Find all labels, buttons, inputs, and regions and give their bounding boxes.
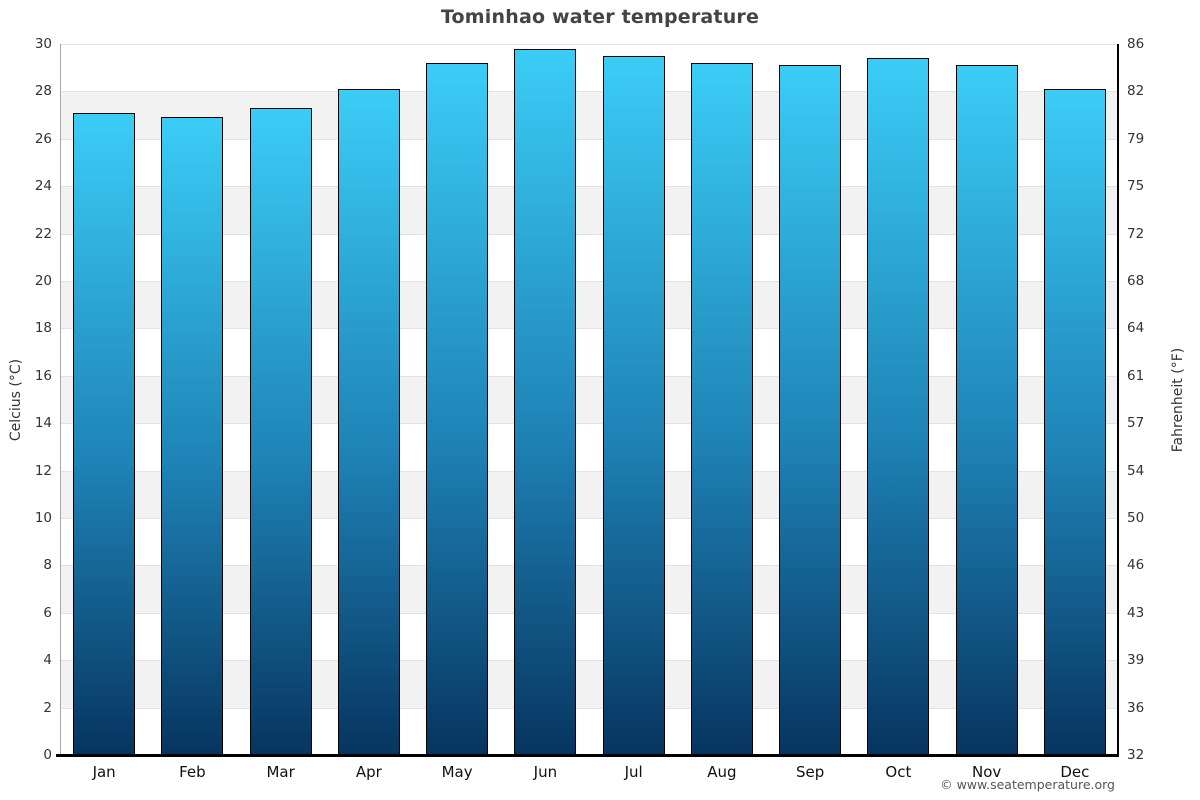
plot-band-gray bbox=[60, 565, 1119, 613]
gridline-2c bbox=[60, 707, 1119, 709]
plot-band-white bbox=[60, 138, 1119, 187]
gridline-22c bbox=[60, 233, 1119, 235]
plot-band-gray bbox=[60, 470, 1119, 518]
plot-area bbox=[60, 44, 1119, 756]
x-tick-month-aug: Aug bbox=[707, 763, 737, 781]
y-tick-celsius-28: 28 bbox=[34, 83, 52, 100]
x-tick-month-mar: Mar bbox=[266, 763, 295, 781]
y-tick-celsius-14: 14 bbox=[34, 415, 52, 432]
bar-jun bbox=[514, 48, 577, 755]
x-tick-month-oct: Oct bbox=[885, 763, 912, 781]
y-tick-fahrenheit-64: 64 bbox=[1127, 320, 1145, 337]
plot-band-white bbox=[60, 44, 1119, 92]
bar-jan bbox=[73, 112, 136, 755]
plot-band-white bbox=[60, 612, 1119, 661]
y-tick-fahrenheit-86: 86 bbox=[1127, 36, 1145, 52]
bar-may bbox=[426, 62, 489, 755]
y-tick-celsius-24: 24 bbox=[34, 178, 52, 195]
plot-band-gray bbox=[60, 660, 1119, 708]
y-tick-celsius-18: 18 bbox=[34, 320, 52, 337]
copyright-text: © www.seatemperature.org bbox=[940, 777, 1115, 792]
y-tick-fahrenheit-32: 32 bbox=[1127, 747, 1145, 763]
bar-mar bbox=[249, 107, 312, 755]
gridline-14c bbox=[60, 423, 1119, 425]
bar-oct bbox=[867, 58, 930, 755]
y-tick-fahrenheit-72: 72 bbox=[1127, 225, 1145, 242]
y-tick-celsius-0: 0 bbox=[43, 747, 52, 763]
bar-feb bbox=[161, 117, 224, 755]
y-tick-celsius-30: 30 bbox=[34, 36, 52, 52]
y-tick-fahrenheit-68: 68 bbox=[1127, 273, 1145, 289]
plot-band-gray bbox=[60, 281, 1119, 329]
x-tick-month-may: May bbox=[441, 763, 473, 781]
x-tick-month-apr: Apr bbox=[355, 763, 382, 781]
bar-dec bbox=[1043, 89, 1106, 755]
x-tick-month-dec: Dec bbox=[1060, 763, 1090, 781]
y-tick-celsius-6: 6 bbox=[43, 604, 52, 621]
plot-band-white bbox=[60, 328, 1119, 376]
bar-nov bbox=[955, 65, 1018, 755]
y-axis-line-left bbox=[60, 44, 61, 755]
y-tick-fahrenheit-39: 39 bbox=[1127, 652, 1145, 669]
gridline-16c bbox=[60, 375, 1119, 377]
y-tick-celsius-26: 26 bbox=[34, 130, 52, 147]
x-axis-line bbox=[56, 754, 1119, 757]
bar-apr bbox=[337, 89, 400, 755]
y-tick-fahrenheit-82: 82 bbox=[1127, 83, 1145, 100]
chart-title: Tominhao water temperature bbox=[440, 6, 760, 28]
gridline-20c bbox=[60, 281, 1119, 282]
gridline-24c bbox=[60, 186, 1119, 188]
gridline-4c bbox=[60, 660, 1119, 662]
y-tick-fahrenheit-75: 75 bbox=[1127, 178, 1145, 195]
y-tick-fahrenheit-57: 57 bbox=[1127, 415, 1145, 432]
y-tick-celsius-10: 10 bbox=[34, 510, 52, 526]
y-axis-label-celsius: Celcius (°C) bbox=[8, 358, 24, 441]
gridline-28c bbox=[60, 91, 1119, 93]
y-tick-celsius-12: 12 bbox=[34, 462, 52, 479]
y-tick-celsius-4: 4 bbox=[43, 652, 52, 669]
y-tick-fahrenheit-46: 46 bbox=[1127, 557, 1145, 574]
gridline-18c bbox=[60, 328, 1119, 330]
x-tick-month-feb: Feb bbox=[179, 763, 206, 781]
y-tick-celsius-20: 20 bbox=[34, 273, 52, 289]
y-tick-celsius-22: 22 bbox=[34, 225, 52, 242]
x-tick-month-jun: Jun bbox=[533, 763, 558, 781]
y-tick-fahrenheit-54: 54 bbox=[1127, 462, 1145, 479]
y-axis-label-fahrenheit: Fahrenheit (°F) bbox=[1170, 347, 1187, 452]
y-axis-line-right bbox=[1117, 44, 1119, 755]
gridline-12c bbox=[60, 470, 1119, 472]
bar-sep bbox=[779, 65, 842, 755]
plot-band-gray bbox=[60, 91, 1119, 139]
plot-band-gray bbox=[60, 375, 1119, 424]
gridline-8c bbox=[60, 565, 1119, 567]
y-tick-celsius-8: 8 bbox=[43, 557, 52, 574]
plot-band-white bbox=[60, 423, 1119, 471]
plot-band-white bbox=[60, 707, 1119, 755]
x-tick-month-jul: Jul bbox=[624, 763, 643, 781]
y-tick-fahrenheit-43: 43 bbox=[1127, 604, 1145, 621]
bar-aug bbox=[690, 62, 753, 755]
y-tick-fahrenheit-36: 36 bbox=[1127, 699, 1145, 716]
x-tick-month-sep: Sep bbox=[795, 763, 825, 781]
plot-band-white bbox=[60, 518, 1119, 566]
y-tick-celsius-2: 2 bbox=[43, 699, 52, 716]
y-tick-fahrenheit-61: 61 bbox=[1127, 367, 1145, 384]
y-tick-fahrenheit-50: 50 bbox=[1127, 510, 1145, 526]
y-tick-fahrenheit-79: 79 bbox=[1127, 130, 1145, 147]
y-tick-celsius-16: 16 bbox=[34, 367, 52, 384]
gridline-30c bbox=[60, 44, 1119, 45]
bar-jul bbox=[602, 55, 665, 755]
gridline-6c bbox=[60, 612, 1119, 614]
plot-band-gray bbox=[60, 186, 1119, 234]
gridline-10c bbox=[60, 518, 1119, 519]
plot-band-white bbox=[60, 233, 1119, 281]
x-tick-month-nov: Nov bbox=[971, 763, 1002, 781]
gridline-26c bbox=[60, 138, 1119, 140]
x-tick-month-jan: Jan bbox=[92, 763, 116, 781]
